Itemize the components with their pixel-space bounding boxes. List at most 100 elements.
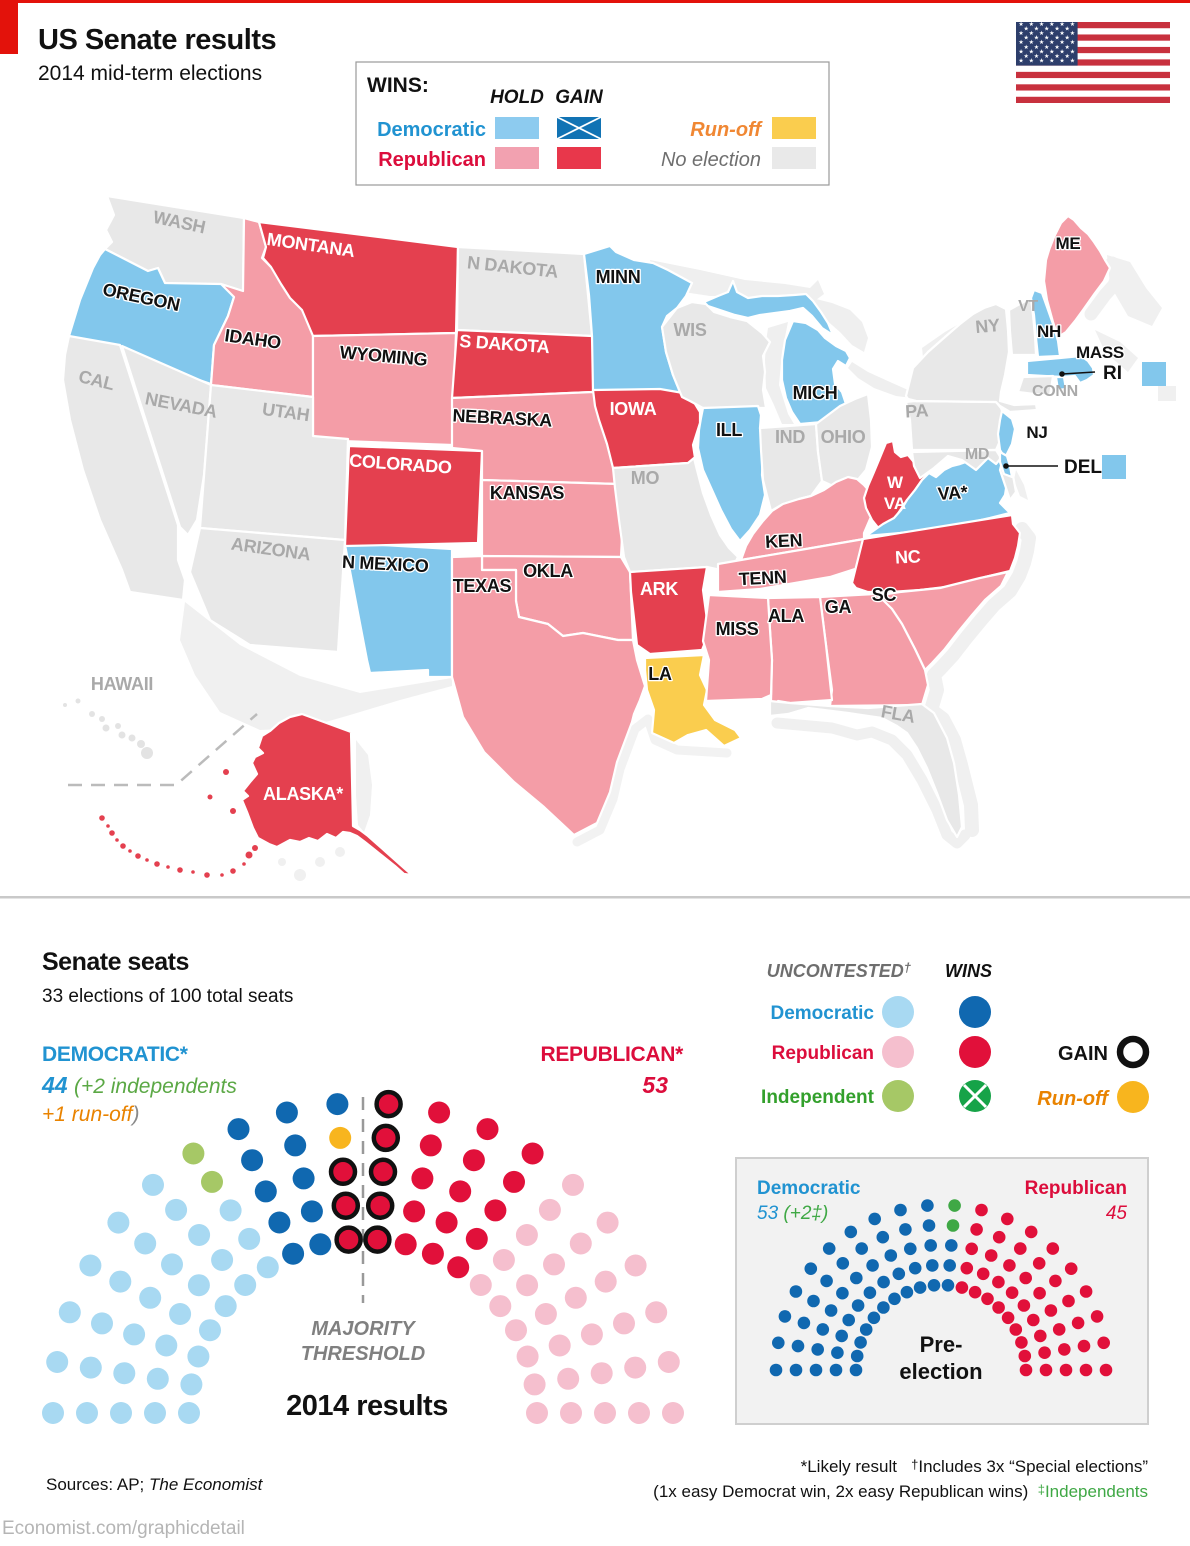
svg-text:(1x easy Democrat win, 2x easy: (1x easy Democrat win, 2x easy Republica… bbox=[653, 1482, 1148, 1501]
svg-text:★: ★ bbox=[1034, 25, 1040, 32]
svg-text:VT: VT bbox=[1018, 298, 1038, 315]
svg-text:UNCONTESTED†: UNCONTESTED† bbox=[767, 960, 912, 981]
svg-text:IND: IND bbox=[775, 427, 805, 447]
svg-text:OKLA: OKLA bbox=[523, 561, 573, 581]
svg-text:DEL: DEL bbox=[1064, 457, 1102, 478]
svg-text:★: ★ bbox=[1024, 44, 1030, 51]
svg-text:★: ★ bbox=[1029, 58, 1035, 65]
svg-text:NJ: NJ bbox=[1026, 423, 1047, 442]
svg-text:★: ★ bbox=[1049, 30, 1055, 37]
svg-text:★: ★ bbox=[1024, 35, 1030, 42]
svg-text:PA: PA bbox=[905, 400, 929, 421]
svg-text:Republican: Republican bbox=[378, 149, 486, 171]
svg-text:Democratic: Democratic bbox=[757, 1178, 861, 1199]
svg-text:★: ★ bbox=[1039, 39, 1045, 46]
svg-text:KANSAS: KANSAS bbox=[490, 483, 565, 503]
svg-text:MASS: MASS bbox=[1076, 343, 1124, 362]
svg-text:MAJORITY: MAJORITY bbox=[311, 1318, 416, 1340]
svg-text:SC: SC bbox=[872, 585, 897, 605]
svg-text:★: ★ bbox=[1065, 44, 1071, 51]
svg-text:TEXAS: TEXAS bbox=[453, 576, 512, 596]
svg-text:KEN: KEN bbox=[765, 530, 803, 552]
svg-text:★: ★ bbox=[1065, 35, 1071, 42]
svg-text:★: ★ bbox=[1034, 44, 1040, 51]
svg-text:★: ★ bbox=[1044, 44, 1050, 51]
svg-text:NY: NY bbox=[974, 315, 1000, 337]
svg-text:★: ★ bbox=[1070, 39, 1076, 46]
svg-text:★: ★ bbox=[1034, 35, 1040, 42]
svg-text:Pre-: Pre- bbox=[920, 1332, 963, 1357]
svg-text:Run-off: Run-off bbox=[690, 119, 763, 141]
svg-text:REPUBLICAN*: REPUBLICAN* bbox=[540, 1043, 684, 1066]
svg-text:ARK: ARK bbox=[640, 579, 678, 599]
svg-text:MICH: MICH bbox=[793, 383, 838, 403]
svg-text:★: ★ bbox=[1054, 35, 1060, 42]
svg-text:★: ★ bbox=[1044, 25, 1050, 32]
svg-text:★: ★ bbox=[1039, 21, 1045, 28]
svg-text:45: 45 bbox=[1106, 1203, 1128, 1224]
svg-text:★: ★ bbox=[1039, 58, 1045, 65]
svg-text:WINS: WINS bbox=[945, 961, 992, 981]
svg-text:GAIN: GAIN bbox=[555, 87, 604, 108]
svg-text:★: ★ bbox=[1049, 58, 1055, 65]
svg-text:★: ★ bbox=[1034, 53, 1040, 60]
svg-text:Republican: Republican bbox=[772, 1043, 874, 1064]
svg-text:★: ★ bbox=[1049, 21, 1055, 28]
svg-text:33 elections of 100 total seat: 33 elections of 100 total seats bbox=[42, 986, 293, 1007]
svg-text:ME: ME bbox=[1056, 234, 1081, 253]
svg-text:W: W bbox=[887, 473, 904, 492]
svg-text:*Likely result †Includes 3x: *Likely result †Includes 3x “Special ele… bbox=[801, 1457, 1149, 1476]
svg-text:HOLD: HOLD bbox=[490, 87, 544, 108]
svg-text:No election: No election bbox=[661, 149, 761, 171]
svg-text:WINS:: WINS: bbox=[367, 74, 429, 97]
svg-text:★: ★ bbox=[1065, 25, 1071, 32]
svg-text:Senate seats: Senate seats bbox=[42, 948, 189, 976]
svg-text:★: ★ bbox=[1018, 58, 1024, 65]
svg-text:★: ★ bbox=[1059, 30, 1065, 37]
svg-text:53: 53 bbox=[642, 1072, 668, 1098]
svg-text:Republican: Republican bbox=[1025, 1178, 1127, 1199]
svg-text:★: ★ bbox=[1070, 30, 1076, 37]
svg-text:★: ★ bbox=[1029, 30, 1035, 37]
svg-text:2014 mid-term elections: 2014 mid-term elections bbox=[38, 62, 262, 85]
svg-text:★: ★ bbox=[1018, 39, 1024, 46]
svg-text:THRESHOLD: THRESHOLD bbox=[301, 1343, 425, 1365]
svg-text:53 (+2‡): 53 (+2‡) bbox=[757, 1203, 828, 1224]
svg-text:TENN: TENN bbox=[738, 567, 787, 589]
svg-text:★: ★ bbox=[1029, 21, 1035, 28]
svg-text:Democratic: Democratic bbox=[377, 119, 486, 141]
svg-text:2014 results: 2014 results bbox=[286, 1390, 448, 1422]
svg-text:★: ★ bbox=[1059, 21, 1065, 28]
svg-text:44 (+2 independents: 44 (+2 independents bbox=[41, 1072, 237, 1098]
svg-text:election: election bbox=[899, 1359, 982, 1384]
svg-text:RI: RI bbox=[1103, 363, 1122, 384]
svg-text:★: ★ bbox=[1049, 39, 1055, 46]
svg-text:MO: MO bbox=[631, 468, 660, 488]
svg-text:★: ★ bbox=[1029, 39, 1035, 46]
svg-text:★: ★ bbox=[1018, 49, 1024, 56]
svg-text:★: ★ bbox=[1018, 30, 1024, 37]
svg-text:GAIN: GAIN bbox=[1058, 1043, 1108, 1065]
svg-text:HAWAII: HAWAII bbox=[91, 674, 153, 694]
svg-text:★: ★ bbox=[1024, 53, 1030, 60]
svg-text:ILL: ILL bbox=[716, 420, 742, 440]
svg-text:US Senate results: US Senate results bbox=[38, 24, 276, 56]
svg-text:LA: LA bbox=[648, 664, 672, 684]
svg-text:Economist.com/graphicdetail: Economist.com/graphicdetail bbox=[2, 1518, 245, 1539]
svg-text:★: ★ bbox=[1018, 21, 1024, 28]
svg-text:★: ★ bbox=[1065, 53, 1071, 60]
svg-text:★: ★ bbox=[1049, 49, 1055, 56]
svg-text:★: ★ bbox=[1059, 49, 1065, 56]
svg-text:★: ★ bbox=[1070, 21, 1076, 28]
svg-text:ALA: ALA bbox=[768, 606, 804, 626]
svg-text:ALASKA*: ALASKA* bbox=[263, 784, 343, 804]
svg-text:★: ★ bbox=[1029, 49, 1035, 56]
svg-text:DEMOCRATIC*: DEMOCRATIC* bbox=[42, 1043, 189, 1066]
svg-text:WIS: WIS bbox=[673, 320, 706, 340]
svg-text:Democratic: Democratic bbox=[771, 1003, 875, 1024]
svg-text:★: ★ bbox=[1059, 58, 1065, 65]
svg-text:★: ★ bbox=[1070, 58, 1076, 65]
svg-text:★: ★ bbox=[1024, 25, 1030, 32]
svg-text:VA: VA bbox=[884, 494, 906, 513]
svg-text:★: ★ bbox=[1044, 35, 1050, 42]
